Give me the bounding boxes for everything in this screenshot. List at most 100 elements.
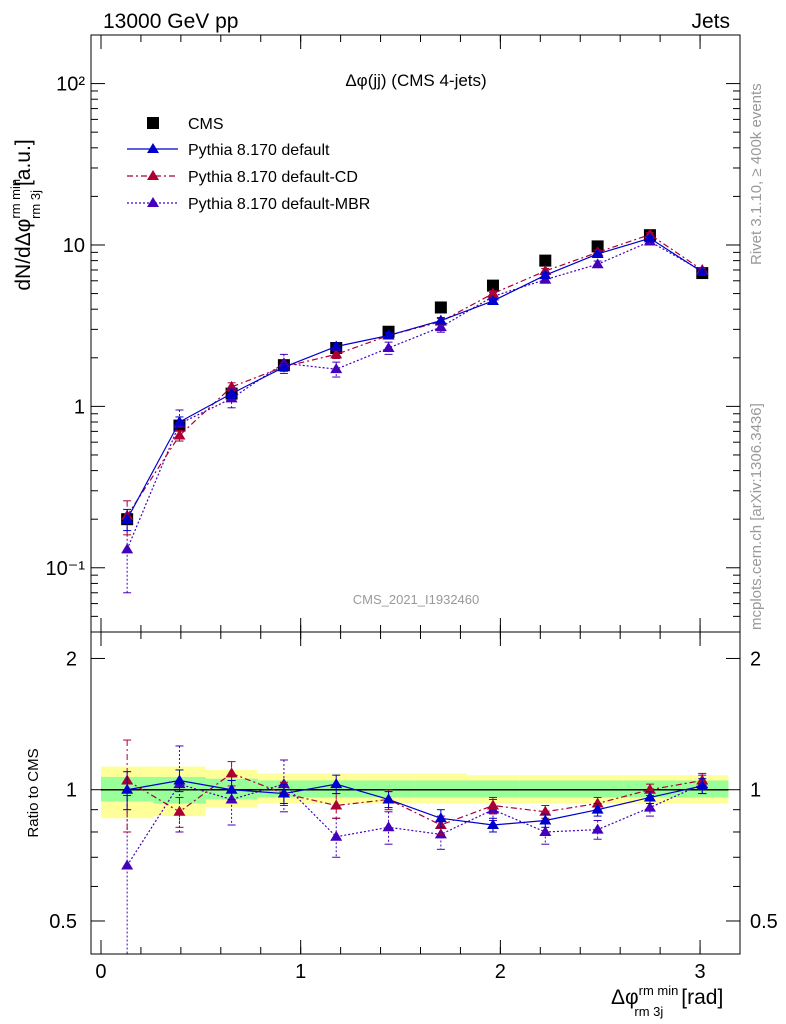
ratio-inner-band [414, 780, 468, 798]
default-point [434, 314, 447, 325]
legend-marker-cms [147, 117, 159, 129]
default-point [696, 266, 709, 277]
legend: CMS Pythia 8.170 default Pythia 8.170 de… [127, 116, 370, 213]
mbr-point [591, 258, 604, 269]
ratio-y-tick-label: 2 [66, 648, 77, 670]
ratio-mbr-point [382, 821, 395, 832]
ratio-default-line [127, 779, 703, 826]
ratio-series [121, 739, 709, 955]
y-label-sub: rm 3j [28, 190, 43, 219]
ratio-inner-band [571, 780, 624, 798]
x-axis-label: Δφrm min rm 3j [rad] [611, 983, 723, 1019]
ratio-cd-point [539, 805, 552, 816]
main-y-axis-label: dN/dΔφrm min rm 3j [a.u.] [8, 139, 43, 290]
ratio-cd-point [591, 797, 604, 808]
y-label-sup: rm min [8, 179, 23, 219]
ratio-y-tick-label-right: 2 [750, 648, 761, 670]
ratio-default-point [434, 812, 447, 823]
ratio-default-point [591, 803, 604, 814]
ratio-default-point [225, 783, 238, 794]
cms-point [434, 301, 447, 314]
default-point [225, 387, 238, 398]
cd-point [225, 380, 238, 391]
legend-label-mbr: Pythia 8.170 default-MBR [188, 196, 370, 213]
rivet-label: Rivet 3.1.10, ≥ 400k events [748, 83, 765, 265]
main-y-tick-label: 10⁻¹ [46, 558, 86, 580]
cd-point [486, 287, 499, 298]
mbr-line [126, 240, 703, 550]
legend-label-cms: CMS [188, 116, 224, 133]
ratio-cd-point [330, 799, 343, 810]
ratio-plot-frame [90, 631, 741, 955]
ratio-default-point [539, 814, 552, 825]
ratio-default-point [277, 787, 290, 798]
cms-point [539, 254, 552, 267]
x-label-base: Δφ [611, 986, 639, 1009]
ratio-mbr-point [643, 801, 656, 812]
ratio-default-point [382, 793, 395, 804]
cd-point [173, 429, 186, 440]
cd-line [126, 233, 703, 517]
default-point [277, 361, 290, 372]
ratio-default-point [330, 778, 343, 789]
main-y-tick-label: 10 [63, 235, 85, 257]
energy-label: 13000 GeV pp [103, 10, 238, 33]
ratio-default-point [696, 779, 709, 790]
x-label-sup: rm min [639, 983, 679, 998]
ratio-inner-band [519, 780, 572, 798]
mbr-point [121, 543, 134, 554]
main-y-tick-label: 10² [56, 74, 85, 96]
ratio-default-point [486, 819, 499, 830]
ratio-y-tick-label-right: 1 [750, 780, 761, 802]
ratio-mbr-point [591, 823, 604, 834]
x-tick-label: 0 [95, 961, 106, 983]
x-tick-label: 3 [694, 961, 705, 983]
legend-marker-mbr [147, 197, 159, 207]
ratio-y-tick-label-right: 0.5 [750, 911, 778, 933]
default-point [382, 329, 395, 340]
default-point [486, 294, 499, 305]
main-series [121, 228, 709, 594]
mbr-point [434, 321, 447, 332]
x-label-sub: rm 3j [634, 1004, 663, 1019]
ratio-axis-ticks: 0.5 0.5 1 1 2 2 0 1 2 3 [49, 632, 778, 983]
ratio-mbr-point [121, 859, 134, 870]
main-axis-ticks: 10⁻¹ 1 10 10² [46, 35, 740, 632]
ratio-y-axis-label: Ratio to CMS [25, 748, 42, 837]
ratio-mbr-point [330, 830, 343, 841]
x-tick-label: 1 [295, 961, 306, 983]
ratio-default-point [121, 783, 134, 794]
cms-point [486, 279, 499, 292]
mcplots-label: mcplots.cern.ch [arXiv:1306.3436] [748, 403, 765, 630]
cd-point [330, 348, 343, 359]
ratio-cd-point [486, 799, 499, 810]
ratio-default-point [643, 791, 656, 802]
legend-marker-default [147, 143, 159, 153]
x-label-unit: [rad] [681, 986, 723, 1009]
default-point [643, 232, 656, 243]
ratio-inner-band [362, 780, 415, 798]
default-point [539, 269, 552, 280]
legend-label-default: Pythia 8.170 default [188, 142, 330, 159]
mbr-point [330, 363, 343, 374]
chart-title: Δφ(jj) (CMS 4-jets) [345, 71, 486, 90]
analysis-watermark: CMS_2021_I1932460 [353, 592, 480, 607]
ratio-cd-point [225, 767, 238, 778]
ratio-uncertainty-bands [100, 766, 729, 819]
ratio-y-tick-label: 1 [66, 780, 77, 802]
ratio-inner-band [467, 780, 520, 798]
ratio-cd-point [173, 805, 186, 816]
ratio-cd-line [126, 772, 703, 826]
mbr-point [382, 341, 395, 352]
default-point [591, 247, 604, 258]
default-point [330, 340, 343, 351]
legend-marker-cd [147, 170, 159, 180]
ratio-default-point [173, 774, 186, 785]
legend-label-cd: Pythia 8.170 default-CD [188, 169, 358, 186]
ratio-mbr-point [539, 825, 552, 836]
default-line [126, 237, 703, 520]
y-label-base: dN/dΔφ [12, 219, 35, 291]
